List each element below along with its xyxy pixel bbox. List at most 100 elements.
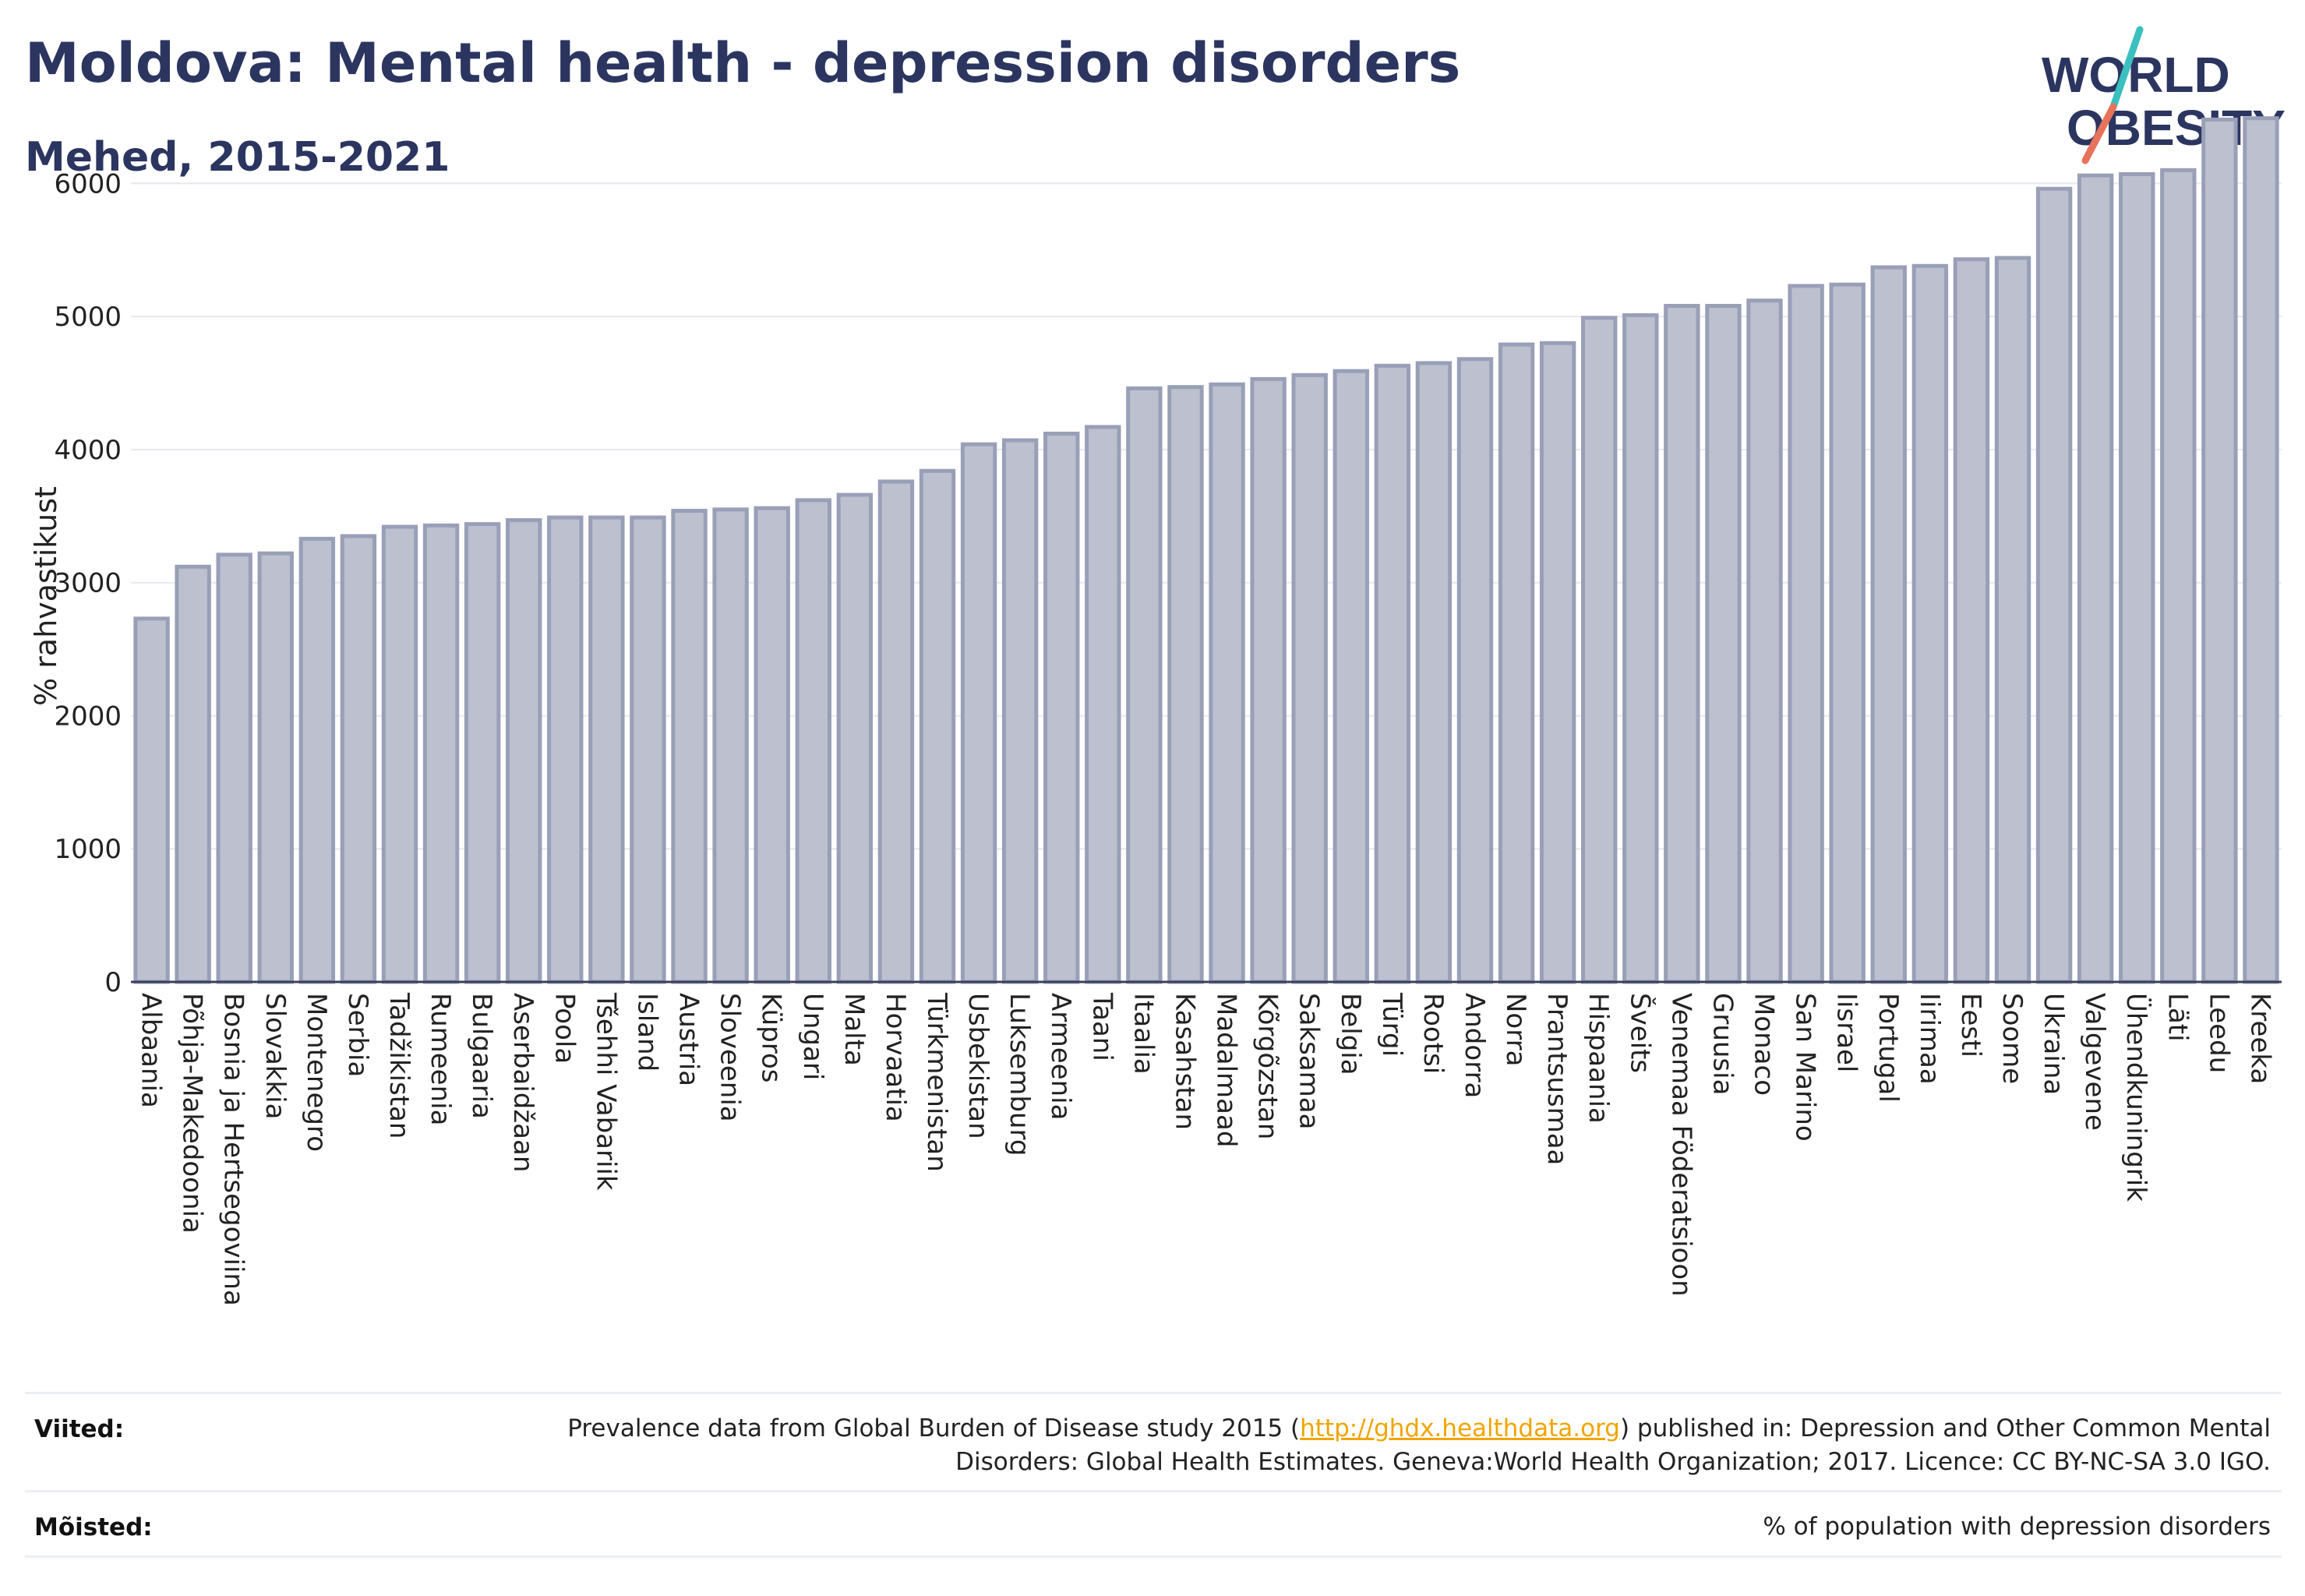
- x-tick-label: Iirimaa: [1914, 993, 1945, 1085]
- x-tick-label: Hispaania: [1583, 993, 1614, 1124]
- y-tick-label: 3000: [54, 568, 122, 599]
- bar: [1001, 438, 1039, 984]
- bar: [464, 522, 501, 984]
- x-tick-label: Rootsi: [1417, 993, 1449, 1074]
- x-tick-label: Montenegro: [301, 993, 332, 1152]
- x-tick-label: Slovakkia: [259, 993, 291, 1119]
- bar: [836, 493, 874, 984]
- bar: [960, 442, 997, 984]
- chart-subtitle: Mehed, 2015-2021: [25, 134, 450, 181]
- bar: [1250, 376, 1287, 984]
- bar: [1167, 385, 1204, 984]
- bar: [2035, 186, 2073, 984]
- bar: [1746, 298, 1783, 984]
- bar: [175, 564, 211, 984]
- x-tick-label: Šveits: [1624, 993, 1656, 1073]
- bar: [506, 517, 542, 984]
- bar: [1622, 312, 1659, 984]
- x-tick-label: Eesti: [1955, 993, 1986, 1058]
- y-axis-label: % rahvastikust: [29, 486, 63, 706]
- x-tick-label: Taani: [1086, 992, 1117, 1061]
- bar: [1085, 425, 1121, 984]
- logo-slash-teal: [2109, 26, 2144, 111]
- x-tick-label: Kõrgõzstan: [1252, 993, 1283, 1139]
- x-tick-label: Usbekistan: [962, 993, 994, 1139]
- y-tick-label: 1000: [54, 834, 122, 865]
- x-tick-label: Island: [631, 993, 662, 1072]
- bar: [1209, 382, 1245, 984]
- bar: [2160, 168, 2197, 984]
- bar: [1829, 282, 1866, 984]
- bar: [1291, 373, 1328, 984]
- x-tick-label: Leedu: [2203, 993, 2234, 1073]
- x-tick-label: Monaco: [1749, 993, 1780, 1096]
- x-tick-label: Aserbaidžaan: [507, 993, 538, 1172]
- x-tick-label: Albaania: [136, 993, 167, 1108]
- sources-label: Viited:: [34, 1415, 125, 1443]
- bar: [1581, 316, 1618, 984]
- bar: [1788, 284, 1824, 984]
- x-tick-label: Norra: [1500, 993, 1531, 1066]
- bar: [257, 551, 294, 984]
- x-tick-label: Saksamaa: [1294, 993, 1325, 1129]
- bar: [1911, 263, 1949, 984]
- bar-chart: 0 1000 2000 3000 4000 5000 6000 Albaania Põhja-…: [29, 116, 2282, 1306]
- x-tick-label: Poola: [549, 993, 580, 1064]
- bar: [1374, 363, 1411, 984]
- x-tick-label: Itaalia: [1128, 993, 1159, 1075]
- x-tick-label: Rumeenia: [425, 993, 456, 1125]
- bar: [1870, 265, 1907, 984]
- x-tick-label: Läti: [2162, 993, 2193, 1042]
- bar: [795, 498, 831, 984]
- bar: [2201, 117, 2238, 984]
- x-tick-label: Türgi: [1376, 992, 1407, 1057]
- bar: [1043, 431, 1080, 984]
- x-tick-label: Ukraina: [2038, 993, 2069, 1095]
- x-tick-label: Serbia: [342, 993, 373, 1077]
- footer-divider-middle: [25, 1490, 2282, 1492]
- bar: [1664, 303, 1700, 984]
- bar: [2243, 116, 2279, 984]
- bar: [712, 507, 749, 984]
- x-tick-label: Kasahstan: [1169, 993, 1200, 1130]
- x-tick-label: Luksemburg: [1004, 993, 1035, 1156]
- bar: [2119, 171, 2155, 984]
- bar: [133, 616, 170, 984]
- sources-text: Prevalence data from Global Burden of Di…: [556, 1412, 2271, 1479]
- bar: [754, 506, 790, 984]
- x-tick-label: Austria: [673, 993, 704, 1086]
- x-tick-label: Gruusia: [1707, 993, 1738, 1095]
- footer-divider-top: [25, 1392, 2282, 1394]
- bar: [340, 534, 377, 984]
- bar: [1415, 361, 1453, 984]
- chart-title: Moldova: Mental health - depression diso…: [25, 31, 1461, 95]
- bar: [630, 515, 666, 984]
- bar: [1994, 256, 2031, 984]
- sources-link[interactable]: http://ghdx.healthdata.org: [1300, 1414, 1620, 1442]
- bar: [1333, 369, 1369, 984]
- definitions-text: % of population with depression disorder…: [1763, 1513, 2271, 1541]
- x-tick-label: Portugal: [1873, 993, 1904, 1103]
- bar: [671, 508, 708, 984]
- x-tick-label: Venemaa Föderatsioon: [1665, 993, 1696, 1297]
- bar: [381, 524, 418, 984]
- x-tick-label: Türkmenistan: [921, 992, 952, 1172]
- y-axis-ticks: 0 1000 2000 3000 4000 5000 6000: [54, 168, 122, 998]
- bar: [1953, 257, 1990, 984]
- y-tick-label: 6000: [54, 168, 122, 200]
- bar: [588, 515, 625, 984]
- x-tick-label: Tadžikistan: [383, 992, 415, 1139]
- x-tick-label: Küpros: [756, 993, 787, 1082]
- y-tick-label: 5000: [54, 302, 122, 333]
- x-tick-label: Ühendkuningrik: [2120, 993, 2152, 1202]
- x-tick-label: Soome: [1996, 993, 2028, 1084]
- x-tick-label: Valgevene: [2079, 993, 2110, 1131]
- sources-text-pre: Prevalence data from Global Burden of Di…: [567, 1414, 1301, 1442]
- x-tick-label: Andorra: [1459, 993, 1490, 1098]
- x-tick-label: Tšehhi Vabariik: [590, 992, 621, 1191]
- bar: [422, 523, 460, 984]
- bar: [1456, 357, 1494, 984]
- y-tick-label: 0: [104, 967, 122, 998]
- bar: [1498, 342, 1535, 984]
- x-tick-label: Prantsusmaa: [1541, 993, 1573, 1165]
